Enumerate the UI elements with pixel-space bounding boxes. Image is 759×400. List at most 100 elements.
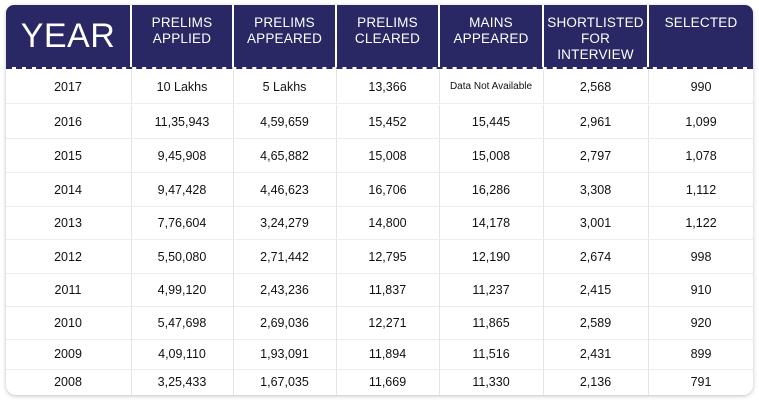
column-separator — [336, 139, 337, 172]
cell-mains-appeared: 15,445 — [471, 114, 511, 129]
column-separator — [131, 273, 132, 306]
column-separator — [648, 139, 649, 172]
cell-prelims-appeared: 4,65,882 — [260, 148, 309, 163]
cell-selected: 1,122 — [685, 215, 717, 230]
cell-prelims-cleared: 15,452 — [368, 114, 407, 129]
cell-year: 2013 — [54, 215, 82, 230]
column-separator — [543, 139, 544, 172]
header-year: YEAR — [6, 5, 130, 67]
column-separator — [648, 173, 649, 206]
cell-shortlisted: 2,961 — [579, 114, 612, 129]
header-selected: SELECTED — [649, 5, 753, 67]
column-separator — [336, 173, 337, 206]
cell-prelims-applied: 9,47,428 — [157, 182, 207, 197]
table-body: 2017 10 Lakhs 5 Lakhs 13,366 Data Not Availa… — [6, 70, 753, 395]
row-divider — [6, 239, 753, 240]
cell-year: 2014 — [54, 182, 82, 197]
cell-year: 2008 — [54, 375, 82, 389]
column-separator — [439, 70, 440, 103]
cell-prelims-appeared: 3,24,279 — [260, 215, 309, 230]
header-line2: APPLIED — [152, 31, 212, 46]
cell-selected: 920 — [690, 315, 712, 330]
cell-shortlisted: 3,308 — [579, 182, 612, 197]
cell-mains-appeared: 12,190 — [471, 249, 511, 264]
cell-selected: 1,099 — [685, 114, 717, 129]
column-separator — [439, 139, 440, 172]
column-separator — [336, 105, 337, 138]
cell-shortlisted: 2,589 — [579, 315, 612, 330]
column-separator — [131, 139, 132, 172]
cell-year: 2015 — [54, 148, 82, 163]
column-separator — [233, 139, 234, 172]
column-separator — [336, 306, 337, 339]
cell-prelims-cleared: 12,271 — [368, 315, 407, 330]
header-line1: PRELIMS — [254, 15, 315, 30]
column-separator — [233, 105, 234, 138]
cell-prelims-appeared: 2,71,442 — [260, 249, 309, 264]
column-separator — [233, 306, 234, 339]
cell-year: 2010 — [54, 315, 82, 330]
cell-shortlisted: 3,001 — [579, 215, 612, 230]
column-separator — [233, 339, 234, 369]
row-divider — [6, 172, 753, 173]
cell-mains-appeared: 11,237 — [472, 282, 510, 297]
column-separator — [439, 306, 440, 339]
cell-prelims-applied: 10 Lakhs — [156, 79, 208, 94]
column-separator — [233, 240, 234, 273]
column-separator — [543, 240, 544, 273]
row-divider — [6, 206, 753, 207]
column-separator — [131, 173, 132, 206]
column-separator — [336, 369, 337, 395]
table-header: YEAR PRELIMS APPLIED PRELIMS APPEARED PR… — [6, 5, 753, 67]
cell-prelims-applied: 5,50,080 — [157, 249, 207, 264]
table-row: 2014 9,47,428 4,46,623 16,706 16,286 3,308 1,1… — [6, 173, 753, 206]
header-year-label: YEAR — [20, 17, 116, 55]
cell-prelims-appeared: 2,69,036 — [260, 315, 309, 330]
cell-mains-appeared: 11,865 — [472, 315, 510, 330]
cell-mains-appeared: 14,178 — [471, 215, 511, 230]
cell-year: 2009 — [54, 347, 82, 361]
column-separator — [648, 206, 649, 239]
column-separator — [233, 206, 234, 239]
cell-prelims-appeared: 2,43,236 — [260, 282, 309, 297]
column-separator — [543, 369, 544, 395]
cell-shortlisted: 2,797 — [579, 148, 612, 163]
column-separator — [336, 70, 337, 103]
header-line2: FOR INTERVIEW — [557, 31, 634, 62]
column-separator — [233, 273, 234, 306]
cell-year: 2016 — [54, 114, 82, 129]
cell-mains-appeared: 15,008 — [471, 148, 511, 163]
header-line2: APPEARED — [453, 31, 529, 46]
header-line1: PRELIMS — [151, 15, 213, 30]
header-shortlisted: SHORTLISTED FOR INTERVIEW — [544, 5, 647, 67]
column-separator — [439, 105, 440, 138]
row-divider — [6, 138, 753, 139]
column-separator — [131, 70, 132, 103]
cell-selected: 899 — [690, 347, 712, 361]
cell-prelims-cleared: 14,800 — [368, 215, 407, 230]
table-row: 2016 11,35,943 4,59,659 15,452 15,445 2,961 1,… — [6, 105, 753, 138]
column-separator — [336, 240, 337, 273]
table-row: 2009 4,09,110 1,93,091 11,894 11,516 2,431 899 — [6, 339, 753, 369]
cell-prelims-cleared: 11,837 — [368, 282, 407, 297]
cell-prelims-cleared: 13,366 — [368, 79, 407, 94]
header-line1: MAINS — [469, 15, 513, 30]
cell-shortlisted: 2,136 — [579, 375, 612, 389]
cell-prelims-appeared: 4,46,623 — [260, 182, 309, 197]
column-separator — [543, 306, 544, 339]
cell-prelims-applied: 9,45,908 — [157, 148, 207, 163]
cell-prelims-cleared: 12,795 — [368, 249, 407, 264]
cell-shortlisted: 2,568 — [579, 79, 612, 94]
cell-prelims-appeared: 4,59,659 — [260, 114, 309, 129]
header-line1: PRELIMS — [357, 15, 418, 30]
cell-prelims-cleared: 11,894 — [368, 347, 407, 361]
cell-prelims-appeared: 1,93,091 — [260, 347, 309, 361]
cell-prelims-applied: 4,99,120 — [157, 282, 207, 297]
column-separator — [439, 173, 440, 206]
column-separator — [439, 240, 440, 273]
column-separator — [543, 105, 544, 138]
column-separator — [131, 206, 132, 239]
exam-statistics-table: YEAR PRELIMS APPLIED PRELIMS APPEARED PR… — [6, 5, 753, 395]
header-prelims-applied: PRELIMS APPLIED — [132, 5, 232, 67]
column-separator — [131, 105, 132, 138]
